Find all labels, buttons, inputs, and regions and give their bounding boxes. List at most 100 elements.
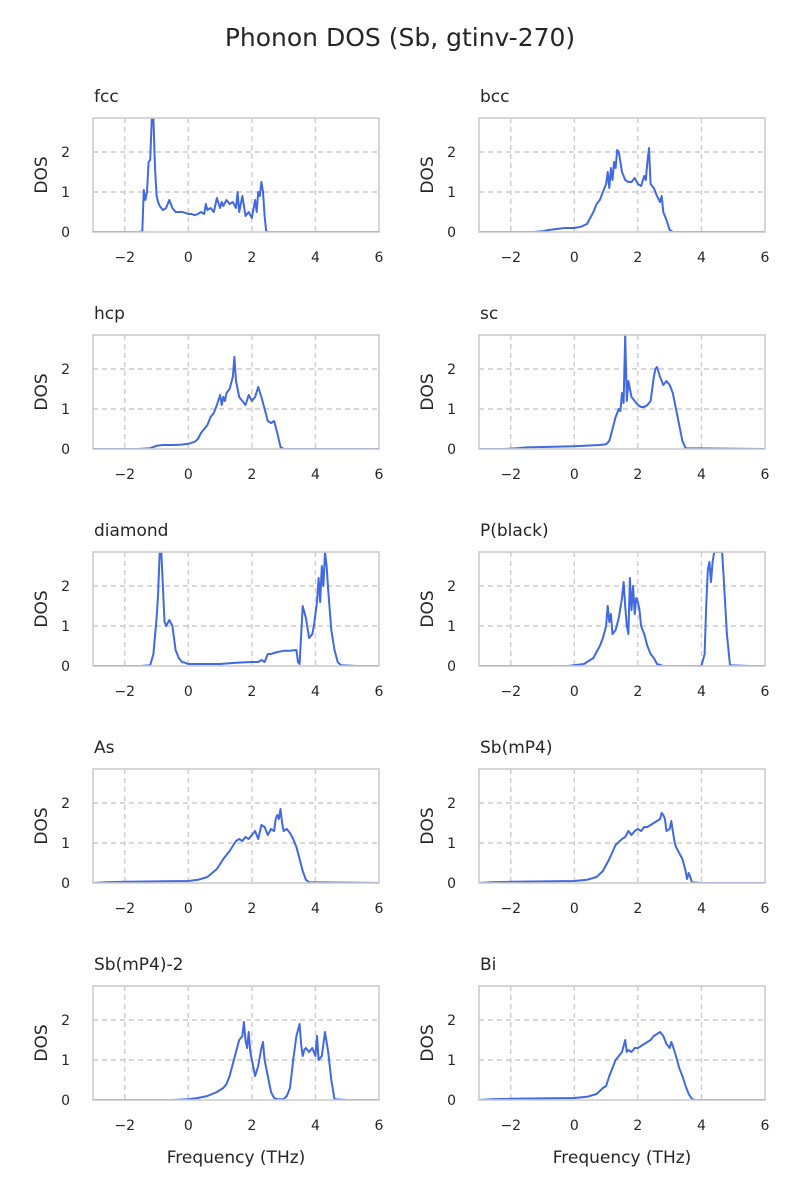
panel-title-sb-mp4-2: Sb(mP4)-2	[94, 955, 183, 975]
y-tick-label: 1	[61, 619, 70, 635]
plot-frame	[92, 768, 380, 884]
y-tick-label: 1	[447, 1053, 456, 1069]
x-tick-label: 2	[633, 684, 642, 700]
dos-line-sc	[479, 335, 765, 449]
panel-bi: Bi −2 0 2 4 6 0 1 2 DOS Frequency (THz)	[418, 955, 770, 1168]
y-tick-label: 0	[61, 225, 70, 241]
plot-frame	[478, 551, 766, 667]
dos-line-bcc	[479, 147, 765, 232]
y-tick-label: 1	[447, 619, 456, 635]
x-tick-label: −2	[500, 250, 521, 266]
x-tick-label: 2	[633, 1118, 642, 1134]
x-tick-label: 0	[570, 901, 579, 917]
x-tick-label: 4	[697, 901, 706, 917]
y-tick-label: 0	[447, 876, 456, 892]
dos-line-fcc	[93, 118, 379, 232]
x-tick-label: 4	[311, 901, 320, 917]
y-tick-label: 2	[61, 1013, 70, 1029]
x-tick-label: 2	[247, 250, 256, 266]
plot-frame	[92, 985, 380, 1101]
x-tick-label: 6	[375, 684, 384, 700]
x-tick-label: −2	[114, 1118, 135, 1134]
panel-title-sb-mp4: Sb(mP4)	[480, 738, 552, 758]
x-tick-label: 6	[375, 250, 384, 266]
panel-title-diamond: diamond	[94, 521, 168, 541]
y-tick-label: 0	[61, 659, 70, 675]
y-tick-label: 0	[447, 442, 456, 458]
y-tick-label: 0	[447, 1093, 456, 1109]
x-tick-label: 2	[247, 467, 256, 483]
plot-frame	[478, 985, 766, 1101]
x-tick-label: 0	[184, 467, 193, 483]
y-tick-label: 1	[447, 185, 456, 201]
x-tick-label: 6	[761, 250, 770, 266]
y-axis-label: DOS	[418, 807, 438, 844]
y-tick-label: 2	[447, 579, 456, 595]
x-tick-label: 2	[247, 684, 256, 700]
x-tick-label: 0	[184, 250, 193, 266]
y-tick-label: 2	[447, 145, 456, 161]
y-tick-label: 2	[61, 579, 70, 595]
y-axis-label: DOS	[32, 156, 52, 193]
panel-grid: fcc −2 0 2 4 6 0 1 2 DOS bcc −2 0 2 4 6 0 1 2 DOS hcp −2 0 2 4 6 0…	[32, 87, 770, 1168]
x-tick-label: 4	[697, 250, 706, 266]
y-axis-label: DOS	[32, 373, 52, 410]
y-tick-label: 1	[61, 402, 70, 418]
x-tick-label: 6	[761, 467, 770, 483]
y-axis-label: DOS	[418, 156, 438, 193]
y-tick-label: 0	[61, 876, 70, 892]
dos-line-sb-mp4	[479, 812, 765, 883]
x-axis-label: Frequency (THz)	[553, 1148, 692, 1168]
plot-frame	[92, 334, 380, 450]
x-tick-label: 6	[375, 467, 384, 483]
y-axis-label: DOS	[418, 590, 438, 627]
x-tick-label: −2	[114, 684, 135, 700]
panel-title-as: As	[94, 738, 115, 758]
panel-title-hcp: hcp	[94, 304, 125, 324]
panel-sb-mp4-2: Sb(mP4)-2 −2 0 2 4 6 0 1 2 DOS Frequency (THz)	[32, 955, 384, 1168]
x-tick-label: 0	[570, 1118, 579, 1134]
x-tick-label: −2	[500, 901, 521, 917]
x-tick-label: 6	[761, 684, 770, 700]
plot-frame	[92, 117, 380, 233]
x-tick-label: 0	[184, 1118, 193, 1134]
y-axis-label: DOS	[32, 1024, 52, 1061]
panel-title-fcc: fcc	[94, 87, 119, 107]
x-tick-label: 0	[184, 901, 193, 917]
y-axis-label: DOS	[418, 1024, 438, 1061]
y-axis-label: DOS	[32, 807, 52, 844]
y-tick-label: 2	[61, 796, 70, 812]
panel-hcp: hcp −2 0 2 4 6 0 1 2 DOS	[32, 304, 384, 483]
x-tick-label: 0	[570, 250, 579, 266]
panel-bcc: bcc −2 0 2 4 6 0 1 2 DOS	[418, 87, 770, 266]
dos-line-p-black	[479, 552, 765, 666]
panel-title-bcc: bcc	[480, 87, 509, 107]
panel-title-p-black: P(black)	[480, 521, 549, 541]
panel-sc: sc −2 0 2 4 6 0 1 2 DOS	[418, 304, 770, 483]
y-axis-label: DOS	[418, 373, 438, 410]
dos-line-hcp	[93, 356, 379, 449]
x-tick-label: 4	[697, 1118, 706, 1134]
x-tick-label: −2	[114, 467, 135, 483]
y-tick-label: 1	[447, 402, 456, 418]
x-tick-label: 4	[697, 684, 706, 700]
y-tick-label: 1	[447, 836, 456, 852]
x-tick-label: 0	[184, 684, 193, 700]
x-tick-label: −2	[500, 1118, 521, 1134]
x-tick-label: 4	[697, 467, 706, 483]
panel-fcc: fcc −2 0 2 4 6 0 1 2 DOS	[32, 87, 384, 266]
x-tick-label: 4	[311, 684, 320, 700]
dos-line-as	[93, 808, 379, 883]
x-axis-label: Frequency (THz)	[167, 1148, 306, 1168]
y-tick-label: 2	[61, 362, 70, 378]
x-tick-label: 2	[247, 1118, 256, 1134]
y-tick-label: 2	[61, 145, 70, 161]
y-axis-label: DOS	[32, 590, 52, 627]
plot-frame	[92, 551, 380, 667]
x-tick-label: −2	[114, 250, 135, 266]
x-tick-label: −2	[500, 467, 521, 483]
y-tick-label: 1	[61, 1053, 70, 1069]
plot-frame	[478, 768, 766, 884]
y-tick-label: 0	[61, 1093, 70, 1109]
